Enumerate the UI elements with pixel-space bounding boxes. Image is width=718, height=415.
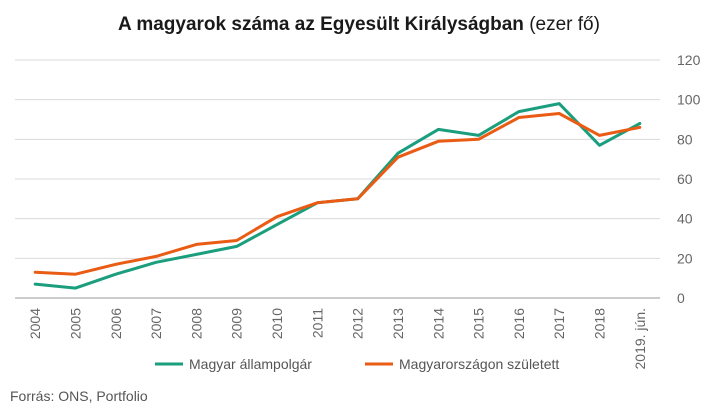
y-tick-label: 80 — [677, 131, 693, 147]
chart-title: A magyarok száma az Egyesült Királyságba… — [0, 14, 718, 36]
x-tick-label: 2006 — [108, 308, 124, 339]
series-line-0 — [33, 102, 642, 290]
y-tick-label: 120 — [677, 52, 701, 68]
x-axis-ticks: 2004 2005 2006 2007 2008 2009 2010 2011 2012 2013… — [27, 308, 648, 370]
y-tick-label: 60 — [677, 171, 693, 187]
source-note: Forrás: ONS, Portfolio — [10, 388, 148, 404]
x-tick-label: 2019. jún. — [632, 308, 648, 370]
x-tick-label: 2004 — [27, 308, 43, 339]
x-tick-label: 2016 — [511, 308, 527, 339]
x-tick-label: 2010 — [269, 308, 285, 339]
x-tick-label: 2007 — [148, 308, 164, 339]
series-line-1 — [33, 112, 642, 276]
legend-label: Magyar állampolgár — [189, 356, 312, 372]
legend-label: Magyarországon született — [399, 356, 559, 372]
y-tick-label: 0 — [677, 290, 685, 306]
x-tick-label: 2005 — [67, 308, 83, 339]
chart-title-unit: (ezer fő) — [529, 14, 600, 35]
legend-item-0: Magyar állampolgár — [155, 356, 312, 372]
x-tick-label: 2014 — [430, 308, 446, 339]
gridlines — [15, 59, 660, 299]
y-axis-ticks: 0 20 40 60 80 100 120 — [677, 52, 701, 306]
x-tick-label: 2018 — [592, 308, 608, 339]
x-tick-label: 2009 — [229, 308, 245, 339]
x-tick-label: 2013 — [390, 308, 406, 339]
y-tick-label: 40 — [677, 211, 693, 227]
legend: Magyar állampolgár Magyarországon születe… — [155, 356, 559, 372]
y-tick-label: 100 — [677, 92, 701, 108]
x-tick-label: 2017 — [551, 308, 567, 339]
y-tick-label: 20 — [677, 250, 693, 266]
x-tick-label: 2011 — [309, 308, 325, 338]
legend-item-1: Magyarországon született — [365, 356, 559, 372]
series-lines — [33, 102, 642, 290]
x-tick-label: 2012 — [350, 308, 366, 339]
x-tick-label: 2015 — [471, 308, 487, 339]
chart-title-main: A magyarok száma az Egyesült Királyságba… — [118, 14, 524, 35]
x-tick-label: 2008 — [188, 308, 204, 339]
